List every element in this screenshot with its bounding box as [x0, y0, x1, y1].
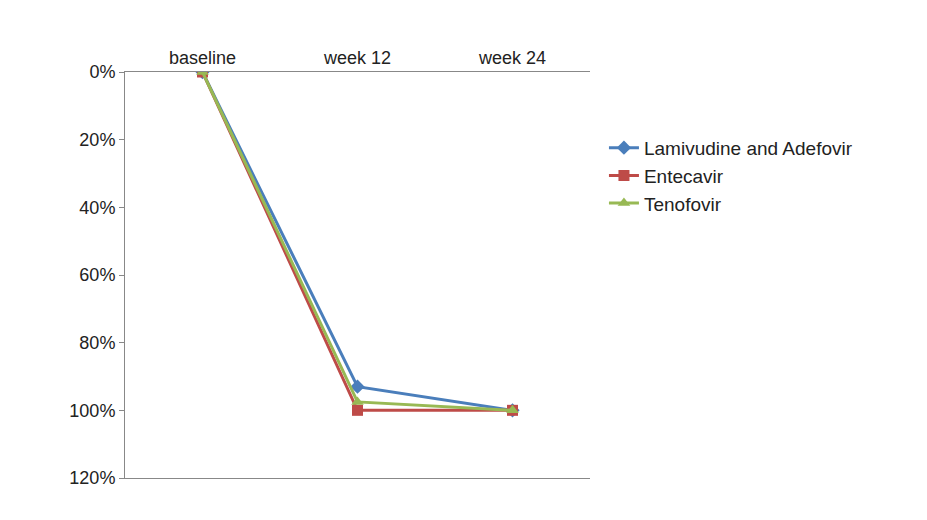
svg-text:Lamivudine and Adefovir: Lamivudine and Adefovir: [644, 138, 853, 159]
svg-text:week 12: week 12: [323, 48, 391, 68]
svg-text:20%: 20%: [79, 130, 115, 150]
svg-text:Tenofovir: Tenofovir: [644, 194, 722, 215]
svg-text:Entecavir: Entecavir: [644, 166, 724, 187]
svg-text:baseline: baseline: [169, 48, 236, 68]
svg-text:40%: 40%: [79, 198, 115, 218]
svg-text:week 24: week 24: [478, 48, 546, 68]
svg-text:80%: 80%: [79, 333, 115, 353]
svg-text:100%: 100%: [69, 401, 115, 421]
svg-text:120%: 120%: [69, 468, 115, 488]
svg-text:0%: 0%: [89, 62, 115, 82]
svg-text:60%: 60%: [79, 265, 115, 285]
